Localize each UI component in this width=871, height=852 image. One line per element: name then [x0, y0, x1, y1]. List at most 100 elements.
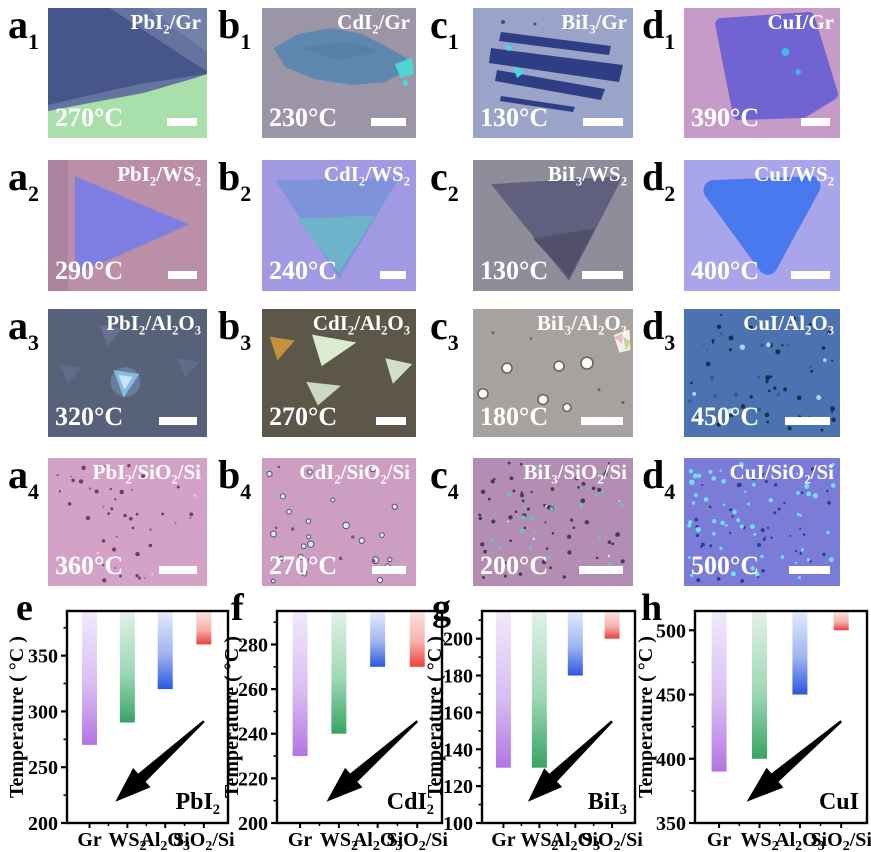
panel-label-d4: d4 [642, 452, 676, 504]
panel-label-a1: a1 [8, 2, 39, 54]
micrograph-image [684, 160, 840, 291]
temperature-label: 200°C [480, 551, 549, 580]
svg-text:400: 400 [656, 749, 686, 771]
svg-text:280: 280 [238, 634, 268, 656]
svg-text:350: 350 [656, 813, 686, 835]
panel-label-b2: b2 [218, 154, 252, 206]
micrograph-bii3-sio2-si: BiI3/SiO2/Si 200°C [473, 458, 633, 586]
micrograph-cdi2-gr: CdI2/Gr 230°C [262, 8, 416, 138]
material-substrate-label: PbI2/Al2O3 [106, 311, 201, 338]
scale-bar [801, 118, 830, 126]
svg-text:220: 220 [238, 768, 268, 790]
svg-text:300: 300 [28, 701, 58, 723]
temperature-label: 130°C [480, 256, 549, 285]
scale-bar [159, 417, 197, 425]
scale-bar [579, 566, 623, 574]
svg-text:Gr: Gr [491, 829, 516, 851]
svg-text:Al2​O3​: Al2​O3​ [775, 829, 825, 852]
temperature-label: 400°C [691, 256, 760, 285]
svg-text:240: 240 [238, 724, 268, 746]
svg-text:180: 180 [443, 666, 473, 688]
svg-text:120: 120 [443, 776, 473, 798]
svg-text:SiO2​/Si: SiO2​/Si [810, 829, 871, 852]
material-substrate-label: PbI2/WS2 [117, 162, 201, 189]
panel-label-c2: c2 [430, 154, 459, 206]
micrograph-image [684, 8, 840, 138]
micrograph-pbi2-ws2: PbI2/WS2 290°C [48, 160, 207, 291]
scale-bar [372, 566, 406, 574]
svg-text:500: 500 [656, 620, 686, 642]
micrograph-cdi2-sio2-si: CdI2/SiO2/Si 270°C [262, 458, 416, 586]
chart-g-bii3: g Temperature ( °C ) 100 120 140 160 180 200 G… [420, 589, 660, 852]
panel-label-b1: b1 [218, 2, 252, 54]
chart-plot: 200 220 240 260 280 Gr WS2​Al2​O3​SiO2​/Si [238, 609, 448, 852]
scale-bar [583, 118, 623, 126]
micrograph-pbi2-al2o3: PbI2/Al2O3 320°C [48, 309, 207, 437]
scale-bar [785, 417, 830, 425]
svg-text:SiO2​/Si: SiO2​/Si [173, 829, 235, 852]
temperature-label: 500°C [691, 551, 760, 580]
svg-text:WS2​: WS2​ [740, 829, 778, 852]
scale-bar [791, 271, 830, 279]
temperature-label: 390°C [691, 103, 760, 132]
panel-label-d2: d2 [642, 154, 676, 206]
panel-label-b3: b3 [218, 303, 252, 355]
svg-text:100: 100 [443, 813, 473, 835]
micrograph-cdi2-ws2: CdI2/WS2 240°C [262, 160, 416, 291]
svg-text:Al2​O3​: Al2​O3​ [140, 829, 190, 852]
panel-label-a2: a2 [8, 154, 39, 206]
panel-label-c4: c4 [430, 452, 459, 504]
material-substrate-label: CuI/WS2 [754, 162, 834, 189]
scale-bar [371, 118, 406, 126]
material-substrate-label: CuI/Al2O3 [743, 311, 834, 338]
chart-e-pbi2: e Temperature ( °C ) 200250300350GrWS2​A… [0, 589, 235, 852]
svg-text:WS2​: WS2​ [108, 829, 146, 852]
temperature-label: 320°C [55, 402, 124, 431]
svg-text:SiO2​/Si: SiO2​/Si [387, 829, 449, 852]
temperature-label: 270°C [269, 551, 338, 580]
material-substrate-label: PbI2/Gr [130, 10, 201, 37]
svg-text:Gr: Gr [288, 829, 313, 851]
micrograph-pbi2-gr: PbI2/Gr 270°C [48, 8, 207, 138]
scale-bar [380, 271, 406, 279]
micrograph-cui-sio2-si: CuI/SiO2/Si 500°C [684, 458, 840, 586]
chart-material-label: BiI3 [587, 789, 627, 819]
chart-h-cui: h Temperature ( °C ) 350400450500GrWS2​A… [635, 589, 871, 852]
chart-letter: f [231, 587, 244, 629]
micrograph-cui-al2o3: CuI/Al2O3 450°C [684, 309, 840, 437]
panel-label-c3: c3 [430, 303, 459, 355]
svg-text:Gr: Gr [707, 829, 732, 851]
micrograph-image [262, 8, 416, 138]
temperature-label: 360°C [55, 551, 124, 580]
svg-text:250: 250 [28, 757, 58, 779]
material-substrate-label: BiI3/Gr [561, 10, 627, 37]
svg-text:200: 200 [28, 813, 58, 835]
svg-text:WS2​: WS2​ [520, 829, 558, 852]
material-substrate-label: CdI2/SiO2/Si [299, 460, 410, 487]
material-substrate-label: CdI2/Al2O3 [312, 311, 410, 338]
scale-bar [159, 566, 197, 574]
micrograph-image [262, 458, 416, 586]
material-substrate-label: BiI3/Al2O3 [536, 311, 627, 338]
svg-text:350: 350 [28, 646, 58, 668]
micrograph-image [262, 160, 416, 291]
material-substrate-label: BiI3/WS2 [547, 162, 627, 189]
chart-letter: h [641, 587, 663, 629]
material-substrate-label: BiI3/SiO2/Si [523, 460, 627, 487]
panel-label-c1: c1 [430, 2, 459, 54]
svg-text:200: 200 [443, 629, 473, 651]
micrograph-image [48, 309, 207, 437]
micrograph-bii3-al2o3: BiI3/Al2O3 180°C [473, 309, 633, 437]
chart-material-label: CuI [818, 789, 859, 815]
temperature-label: 270°C [55, 103, 124, 132]
temperature-label: 240°C [269, 256, 338, 285]
chart-letter: g [432, 587, 451, 629]
material-substrate-label: PbI2/SiO2/Si [92, 460, 201, 487]
scale-bar [168, 271, 197, 279]
panel-label-a3: a3 [8, 303, 39, 355]
material-substrate-label: CdI2/Gr [337, 10, 410, 37]
chart-letter: e [16, 587, 33, 629]
chart-plot: 200 250 300 350 Gr WS2​Al2​O3​SiO2​/Si [28, 609, 235, 852]
panel-label-a4: a4 [8, 452, 39, 504]
micrograph-image [473, 8, 633, 138]
